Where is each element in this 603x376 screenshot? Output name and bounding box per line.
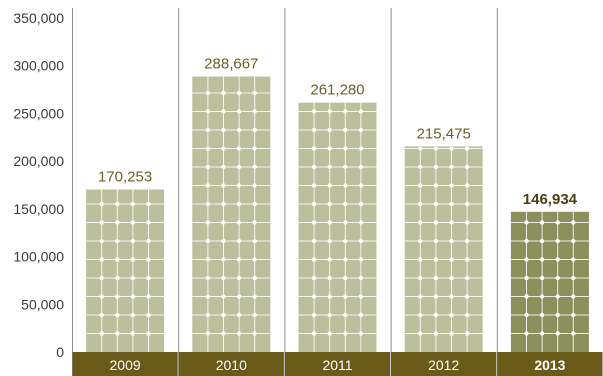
bars: [86, 76, 589, 352]
y-tick-label: 200,000: [13, 153, 64, 169]
x-axis-band: 2009 2010 2011 2012 2013: [72, 352, 603, 376]
bar: [192, 76, 271, 352]
bar-2012: [404, 146, 483, 352]
value-label: 170,253: [98, 169, 152, 186]
y-tick-label: 0: [56, 344, 64, 360]
x-category-band: [178, 352, 284, 376]
y-tick-label: 350,000: [13, 10, 64, 26]
panel-dividers: [72, 8, 498, 376]
x-tick-label: 2012: [428, 357, 459, 373]
x-tick-label: 2010: [216, 357, 247, 373]
bar-grid-pattern: [404, 146, 483, 352]
y-tick-label: 300,000: [13, 58, 64, 74]
bar-2013: [510, 211, 589, 352]
bar-grid-pattern: [298, 102, 377, 352]
x-category-band: [72, 352, 178, 376]
bar-2011: [298, 102, 377, 352]
bar-grid-pattern: [192, 76, 271, 352]
bar: [404, 146, 483, 352]
y-tick-label: 50,000: [21, 296, 64, 312]
bar-2009: [86, 189, 165, 352]
y-tick-label: 100,000: [13, 249, 64, 265]
x-tick-label: 2013: [534, 357, 565, 373]
x-tick-label: 2009: [110, 357, 141, 373]
bar-grid-pattern: [510, 211, 589, 352]
value-label: 261,280: [310, 82, 364, 99]
value-label: 215,475: [417, 125, 471, 142]
bar-2010: [192, 76, 271, 352]
value-label: 146,934: [523, 191, 578, 208]
y-tick-label: 250,000: [13, 105, 64, 121]
y-axis-ticks: 0 50,000 100,000 150,000 200,000 250,000 300,0…: [13, 10, 64, 360]
x-category-band: [284, 352, 391, 376]
y-tick-label: 150,000: [13, 201, 64, 217]
bar: [86, 189, 165, 352]
bar: [298, 102, 377, 352]
bar-grid-pattern: [86, 189, 165, 352]
bar: [510, 211, 589, 352]
x-category-band: [497, 352, 603, 376]
x-category-band: [391, 352, 497, 376]
value-labels: 170,253 288,667 261,280 215,475 146,934: [98, 56, 578, 208]
value-label: 288,667: [204, 56, 258, 73]
x-tick-label: 2011: [322, 357, 352, 373]
